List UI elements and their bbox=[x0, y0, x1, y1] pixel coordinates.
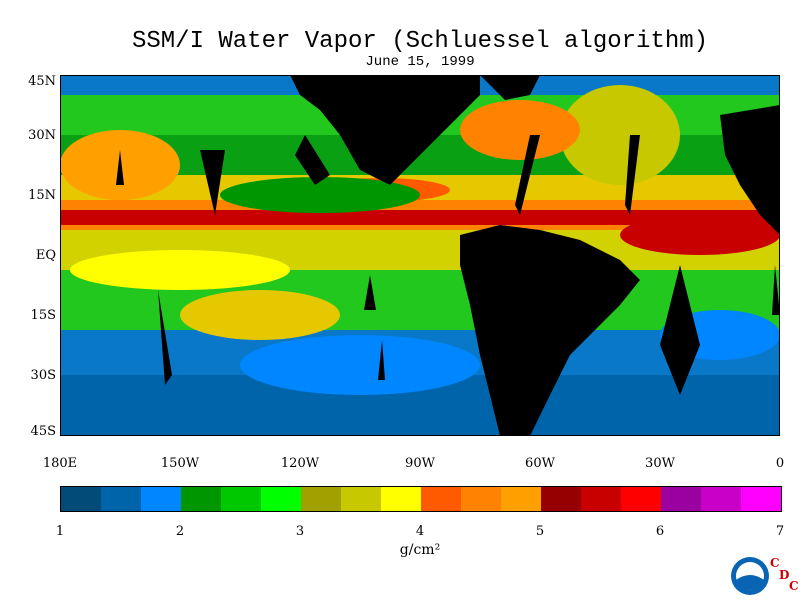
lon-label: 60W bbox=[525, 456, 555, 471]
data-gap bbox=[378, 340, 385, 380]
moist-patch bbox=[460, 100, 580, 160]
map-title: SSM/I Water Vapor (Schluessel algorithm) bbox=[131, 28, 709, 55]
lat-label: EQ bbox=[35, 248, 56, 263]
colorbar bbox=[60, 486, 782, 512]
south-america-land bbox=[460, 225, 640, 436]
colorbar-swatch bbox=[461, 487, 501, 511]
lon-label: 120W bbox=[280, 456, 320, 471]
data-gap bbox=[200, 150, 225, 215]
noaa-logo: NOAA bbox=[731, 557, 769, 595]
map-canvas bbox=[60, 75, 780, 436]
colorbar-tick-label: 5 bbox=[535, 524, 545, 539]
svg-text:NOAA: NOAA bbox=[743, 565, 758, 571]
data-gap bbox=[364, 275, 376, 310]
water-vapor-map bbox=[60, 75, 780, 436]
moist-patch bbox=[620, 215, 780, 255]
colorbar-tick-label: 6 bbox=[655, 524, 665, 539]
lon-label: 30W bbox=[645, 456, 675, 471]
cdc-letter: C bbox=[789, 579, 799, 593]
data-gap bbox=[660, 265, 700, 395]
lat-label: 45S bbox=[30, 424, 56, 439]
colorbar-swatch bbox=[61, 487, 101, 511]
colorbar-swatch bbox=[341, 487, 381, 511]
colorbar-swatch bbox=[501, 487, 541, 511]
colorbar-swatch bbox=[101, 487, 141, 511]
colorbar-swatch bbox=[381, 487, 421, 511]
colorbar-swatch bbox=[661, 487, 701, 511]
colorbar-swatch bbox=[221, 487, 261, 511]
lon-label: 90W bbox=[405, 456, 435, 471]
colorbar-swatch bbox=[701, 487, 741, 511]
colorbar-tick-label: 4 bbox=[415, 524, 425, 539]
data-gap bbox=[295, 135, 330, 185]
africa-land bbox=[720, 105, 780, 235]
map-subtitle: June 15, 1999 bbox=[365, 54, 475, 70]
colorbar-swatch bbox=[181, 487, 221, 511]
colorbar-tick-label: 2 bbox=[175, 524, 185, 539]
data-gap bbox=[515, 135, 540, 215]
lon-label: 150W bbox=[160, 456, 200, 471]
lon-label: 0 bbox=[775, 456, 785, 471]
colorbar-tick-label: 3 bbox=[295, 524, 305, 539]
lon-label: 180E bbox=[42, 456, 78, 471]
lat-label: 30S bbox=[30, 368, 56, 383]
data-gap bbox=[116, 150, 124, 185]
dry-patch bbox=[240, 335, 480, 395]
greenland-land bbox=[480, 75, 540, 100]
colorbar-swatch bbox=[301, 487, 341, 511]
lat-label: 15N bbox=[28, 188, 56, 203]
moist-patch bbox=[560, 85, 680, 185]
colorbar-swatch bbox=[741, 487, 781, 511]
moist-patch bbox=[70, 250, 290, 290]
cdc-letter: C bbox=[770, 556, 780, 570]
data-gap bbox=[158, 290, 172, 385]
colorbar-swatch bbox=[261, 487, 301, 511]
colorbar-units: g/cm² bbox=[399, 542, 441, 558]
colorbar-swatch bbox=[541, 487, 581, 511]
lat-label: 45N bbox=[28, 74, 56, 89]
moist-patch bbox=[180, 290, 340, 340]
cdc-letter: D bbox=[779, 568, 790, 582]
dry-patch bbox=[220, 177, 420, 213]
north-america-land bbox=[290, 75, 480, 185]
map-frame bbox=[60, 75, 780, 436]
colorbar-tick-label: 1 bbox=[55, 524, 65, 539]
colorbar-tick-label: 7 bbox=[775, 524, 785, 539]
lat-label: 30N bbox=[28, 128, 56, 143]
colorbar-swatch bbox=[621, 487, 661, 511]
band-itcz-red bbox=[60, 210, 780, 225]
colorbar-swatch bbox=[141, 487, 181, 511]
colorbar-swatch bbox=[421, 487, 461, 511]
colorbar-swatch bbox=[581, 487, 621, 511]
lat-label: 15S bbox=[30, 308, 56, 323]
data-gap bbox=[625, 135, 640, 215]
data-gap bbox=[772, 265, 780, 315]
